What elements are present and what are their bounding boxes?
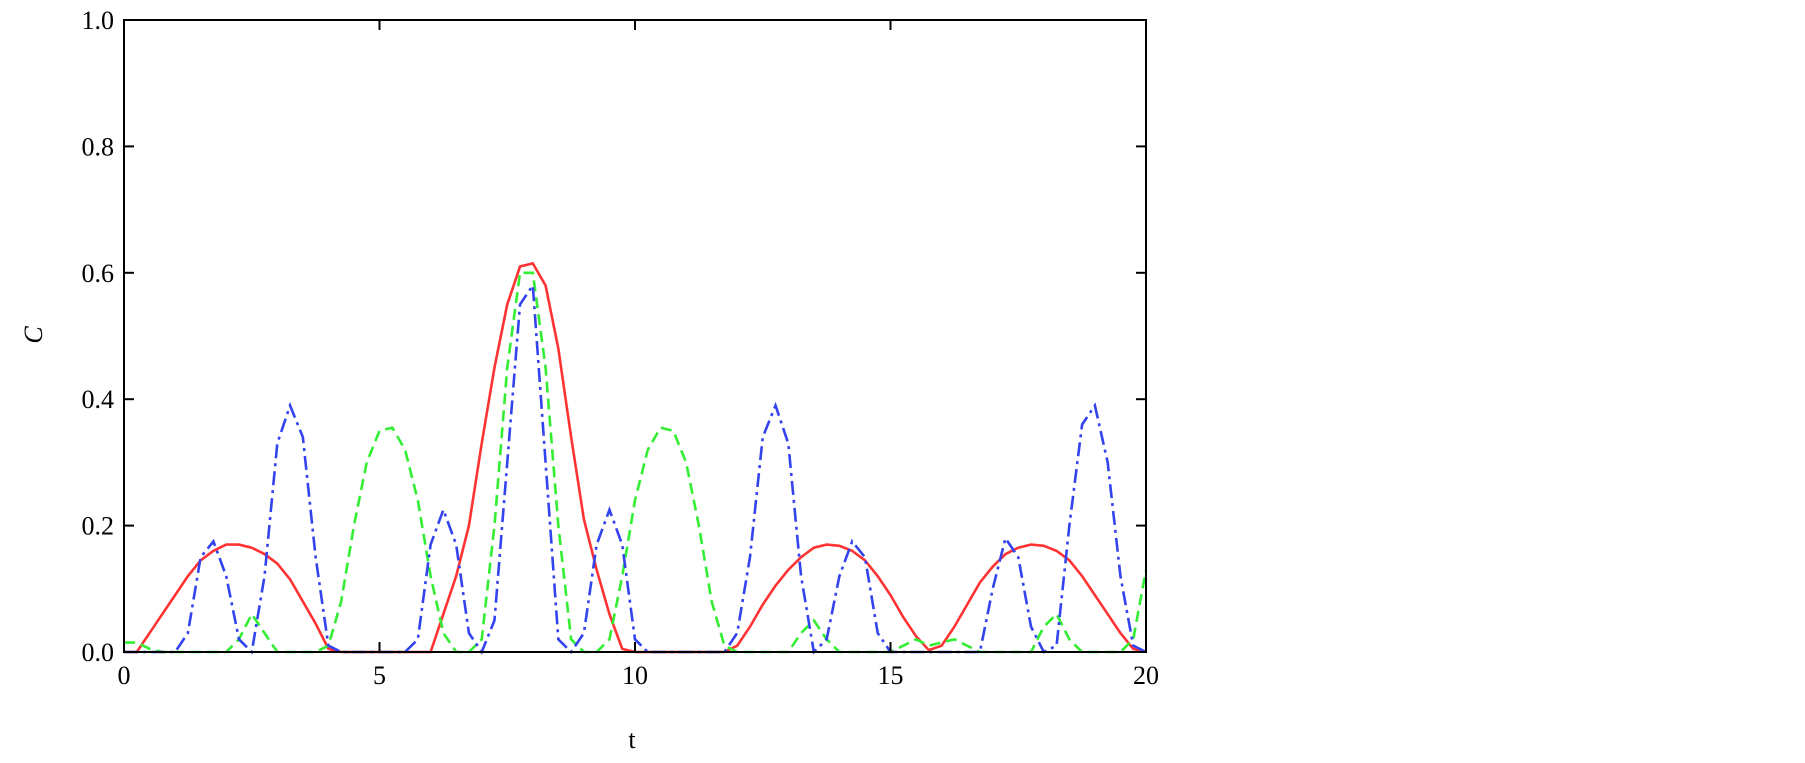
x-tick-label: 0 — [118, 661, 131, 690]
x-tick-label: 10 — [622, 661, 648, 690]
x-tick-label: 20 — [1133, 661, 1159, 690]
x-axis-label: t — [628, 725, 636, 754]
y-tick-label: 0.8 — [82, 132, 115, 161]
y-tick-label: 0.2 — [82, 512, 115, 541]
plot-frame — [123, 19, 1147, 653]
y-tick-label: 1.0 — [82, 6, 115, 35]
y-axis-label: C — [19, 326, 48, 344]
x-tick-label: 15 — [878, 661, 904, 690]
y-tick-label: 0.4 — [82, 385, 115, 414]
y-tick-label: 0.0 — [82, 638, 115, 667]
series-line — [124, 281, 1147, 655]
y-tick-label: 0.6 — [82, 259, 115, 288]
x-tick-label: 5 — [373, 661, 386, 690]
